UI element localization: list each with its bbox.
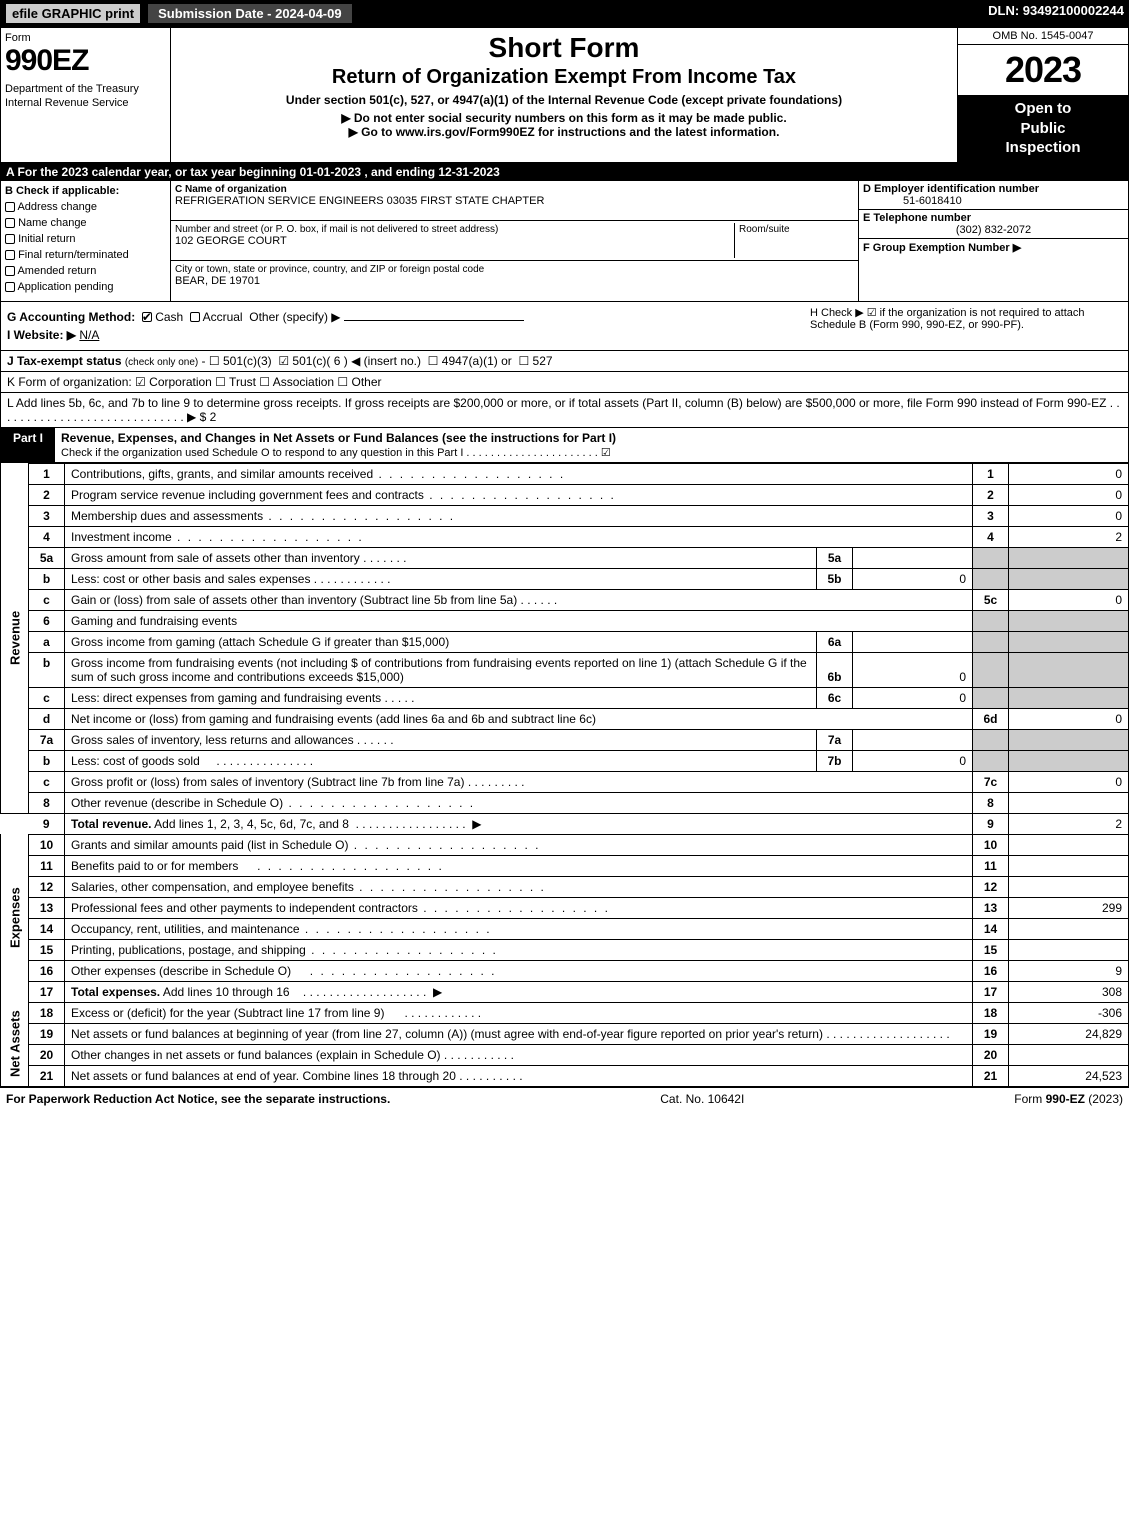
topbar: efile GRAPHIC print Submission Date - 20… (0, 0, 1129, 27)
checkbox-accrual[interactable] (190, 312, 200, 322)
table-row: 3 Membership dues and assessments 3 0 (1, 505, 1129, 526)
c-name-label: C Name of organization (175, 184, 287, 195)
footer-mid: Cat. No. 10642I (660, 1092, 744, 1106)
i-website-label: I Website: ▶ (7, 328, 76, 342)
title-short-form: Short Form (177, 32, 951, 64)
omb-number: OMB No. 1545-0047 (958, 28, 1128, 45)
submission-date-button[interactable]: Submission Date - 2024-04-09 (147, 3, 353, 24)
d-ein-label: D Employer identification number (863, 183, 1039, 195)
section-j: J Tax-exempt status (check only one) - ☐… (0, 351, 1129, 372)
g-label: G Accounting Method: (7, 310, 135, 324)
table-row: d Net income or (loss) from gaming and f… (1, 708, 1129, 729)
warning-text: ▶ Do not enter social security numbers o… (177, 111, 951, 125)
section-ghi: G Accounting Method: Cash Accrual Other … (0, 302, 1129, 351)
expenses-sidebar: Expenses (1, 834, 29, 1002)
footer-right: Form 990-EZ (2023) (1014, 1092, 1123, 1106)
dln-label: DLN: 93492100002244 (988, 3, 1124, 24)
part1-subtext: Check if the organization used Schedule … (61, 447, 611, 459)
addr-label: Number and street (or P. O. box, if mail… (175, 224, 498, 235)
table-row: b Less: cost or other basis and sales ex… (1, 568, 1129, 589)
section-b-label: B Check if applicable: (5, 185, 166, 197)
table-row: 4 Investment income 4 2 (1, 526, 1129, 547)
netassets-sidebar: Net Assets (1, 1002, 29, 1086)
revenue-sidebar: Revenue (1, 463, 29, 813)
org-name: REFRIGERATION SERVICE ENGINEERS 03035 FI… (175, 195, 544, 207)
goto-link[interactable]: ▶ Go to www.irs.gov/Form990EZ for instru… (177, 125, 951, 139)
checkbox-name-change[interactable] (5, 218, 15, 228)
city-label: City or town, state or province, country… (175, 264, 484, 275)
table-row: b Gross income from fundraising events (… (1, 652, 1129, 687)
form-header: Form 990EZ Department of the Treasury In… (0, 27, 1129, 163)
form-number: 990EZ (5, 44, 166, 78)
table-row: c Less: direct expenses from gaming and … (1, 687, 1129, 708)
section-b-container: B Check if applicable: Address change Na… (0, 181, 1129, 302)
table-row: 14 Occupancy, rent, utilities, and maint… (1, 918, 1129, 939)
title-return: Return of Organization Exempt From Incom… (177, 66, 951, 89)
ein-value: 51-6018410 (863, 195, 962, 207)
org-city: BEAR, DE 19701 (175, 275, 260, 287)
checkbox-amended-return[interactable] (5, 266, 15, 276)
form-label: Form (5, 32, 166, 44)
checkbox-application-pending[interactable] (5, 282, 15, 292)
e-phone-label: E Telephone number (863, 212, 971, 224)
financial-table: Revenue 1 Contributions, gifts, grants, … (0, 463, 1129, 1087)
footer: For Paperwork Reduction Act Notice, see … (0, 1087, 1129, 1110)
checkbox-final-return[interactable] (5, 250, 15, 260)
table-row: 20 Other changes in net assets or fund b… (1, 1044, 1129, 1065)
table-row: a Gross income from gaming (attach Sched… (1, 631, 1129, 652)
website-value: N/A (79, 328, 99, 342)
section-h: H Check ▶ ☑ if the organization is not r… (802, 306, 1122, 346)
table-row: 17 Total expenses. Add lines 10 through … (1, 981, 1129, 1002)
table-row: b Less: cost of goods sold . . . . . . .… (1, 750, 1129, 771)
checkbox-cash[interactable] (142, 312, 152, 322)
table-row: 8 Other revenue (describe in Schedule O)… (1, 792, 1129, 813)
table-row: 19 Net assets or fund balances at beginn… (1, 1023, 1129, 1044)
table-row: 12 Salaries, other compensation, and emp… (1, 876, 1129, 897)
footer-left: For Paperwork Reduction Act Notice, see … (6, 1092, 390, 1106)
room-label: Room/suite (739, 224, 790, 235)
table-row: Revenue 1 Contributions, gifts, grants, … (1, 463, 1129, 484)
table-row: 11 Benefits paid to or for members 11 (1, 855, 1129, 876)
section-l: L Add lines 5b, 6c, and 7b to line 9 to … (0, 393, 1129, 428)
f-group-label: F Group Exemption Number ▶ (863, 242, 1021, 254)
subtitle: Under section 501(c), 527, or 4947(a)(1)… (177, 93, 951, 107)
efile-print-button[interactable]: efile GRAPHIC print (5, 3, 141, 24)
table-row: Net Assets 18 Excess or (deficit) for th… (1, 1002, 1129, 1023)
table-row: 6 Gaming and fundraising events (1, 610, 1129, 631)
table-row: c Gain or (loss) from sale of assets oth… (1, 589, 1129, 610)
table-row: Expenses 10 Grants and similar amounts p… (1, 834, 1129, 855)
table-row: 2 Program service revenue including gove… (1, 484, 1129, 505)
checkbox-address-change[interactable] (5, 202, 15, 212)
table-row: c Gross profit or (loss) from sales of i… (1, 771, 1129, 792)
part1-header: Part I Revenue, Expenses, and Changes in… (0, 428, 1129, 463)
table-row: 5a Gross amount from sale of assets othe… (1, 547, 1129, 568)
part1-label: Part I (1, 428, 55, 462)
section-k: K Form of organization: ☑ Corporation ☐ … (0, 372, 1129, 393)
inspection-badge: Open to Public Inspection (958, 95, 1128, 162)
phone-value: (302) 832-2072 (863, 224, 1124, 236)
table-row: 9 Total revenue. Total revenue. Add line… (1, 813, 1129, 834)
table-row: 7a Gross sales of inventory, less return… (1, 729, 1129, 750)
tax-year: 2023 (958, 45, 1128, 95)
org-address: 102 GEORGE COURT (175, 235, 287, 247)
part1-title: Revenue, Expenses, and Changes in Net As… (61, 431, 616, 445)
table-row: 16 Other expenses (describe in Schedule … (1, 960, 1129, 981)
department-label: Department of the Treasury Internal Reve… (5, 82, 166, 111)
section-a: A For the 2023 calendar year, or tax yea… (0, 163, 1129, 181)
checkbox-initial-return[interactable] (5, 234, 15, 244)
table-row: 15 Printing, publications, postage, and … (1, 939, 1129, 960)
table-row: 13 Professional fees and other payments … (1, 897, 1129, 918)
table-row: 21 Net assets or fund balances at end of… (1, 1065, 1129, 1086)
